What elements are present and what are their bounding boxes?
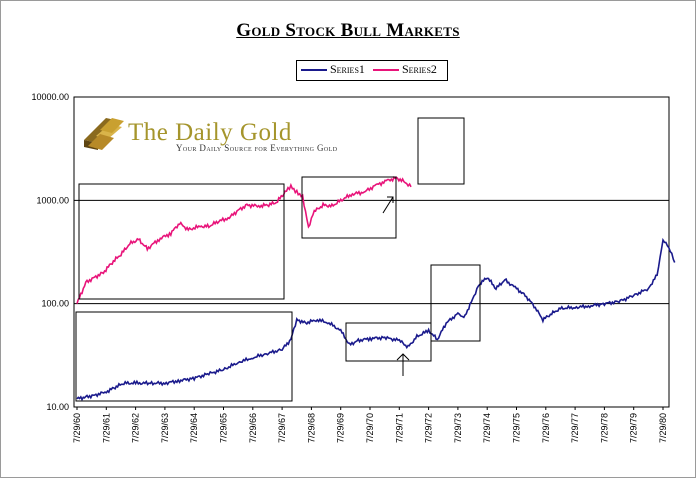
daily-gold-logo: The Daily Gold Your Daily Source for Eve… [84, 118, 338, 153]
x-tick-label: 7/29/60 [72, 413, 82, 443]
highlight-box-series2-1960-67 [78, 183, 285, 300]
arrow-marker-series1 [396, 353, 410, 376]
logo-subtitle: Your Daily Source for Everything Gold [176, 143, 338, 153]
highlight-box-series2-1968-71 [301, 176, 397, 239]
x-tick-label: 7/29/79 [629, 413, 639, 443]
legend: Series1 Series2 [296, 60, 448, 81]
series1-line [76, 237, 676, 402]
x-tick-label: 7/29/78 [599, 413, 609, 443]
x-tick-label: 7/29/65 [219, 413, 229, 443]
chart-title: Gold Stock Bull Markets [236, 20, 460, 41]
legend-item-series2: Series2 [373, 62, 437, 77]
x-tick-label: 7/29/70 [365, 413, 375, 443]
x-tick-label: 7/29/66 [248, 413, 258, 443]
legend-swatch-series1 [301, 68, 327, 71]
gridlines [74, 199, 669, 305]
y-tick-label: 1000.00 [36, 195, 69, 205]
y-axis-ticks: 10.00 100.00 1000.00 10000.00 [31, 92, 69, 412]
highlight-box-empty [417, 117, 465, 185]
x-tick-label: 7/29/80 [658, 413, 668, 443]
legend-label-series2: Series2 [402, 62, 437, 76]
highlight-box-series1-1972-74 [430, 264, 481, 342]
x-tick-label: 7/29/63 [160, 413, 170, 443]
y-tick-label: 100.00 [41, 299, 69, 309]
x-tick-label: 7/29/76 [541, 413, 551, 443]
x-tick-label: 7/29/68 [306, 413, 316, 443]
x-tick-label: 7/29/62 [131, 413, 141, 443]
highlight-box-series1-1960-67 [75, 311, 293, 402]
x-tick-label: 7/29/77 [570, 413, 580, 443]
x-tick-label: 7/29/71 [394, 413, 404, 443]
logo-title: The Daily Gold [128, 119, 292, 146]
legend-swatch-series2 [373, 68, 399, 71]
legend-label-series1: Series1 [330, 62, 365, 76]
x-axis-ticks: 7/29/60 7/29/61 7/29/62 7/29/63 7/29/64 7/29/… [72, 407, 668, 443]
plot-area [73, 96, 670, 408]
x-tick-label: 7/29/64 [189, 413, 199, 443]
y-tick-label: 10000.00 [31, 92, 69, 102]
x-tick-label: 7/29/72 [424, 413, 434, 443]
series2-line [76, 175, 412, 304]
y-tick-label: 10.00 [46, 402, 69, 412]
x-tick-label: 7/29/73 [453, 413, 463, 443]
highlight-box-series1-1969-72 [345, 322, 432, 362]
legend-item-series1: Series1 [301, 62, 365, 77]
x-tick-label: 7/29/61 [101, 413, 111, 443]
gold-bars-icon [84, 118, 124, 150]
x-tick-label: 7/29/75 [512, 413, 522, 443]
x-tick-label: 7/29/67 [277, 413, 287, 443]
x-tick-label: 7/29/69 [336, 413, 346, 443]
arrow-marker-series2 [382, 196, 394, 214]
x-tick-label: 7/29/74 [482, 413, 492, 443]
